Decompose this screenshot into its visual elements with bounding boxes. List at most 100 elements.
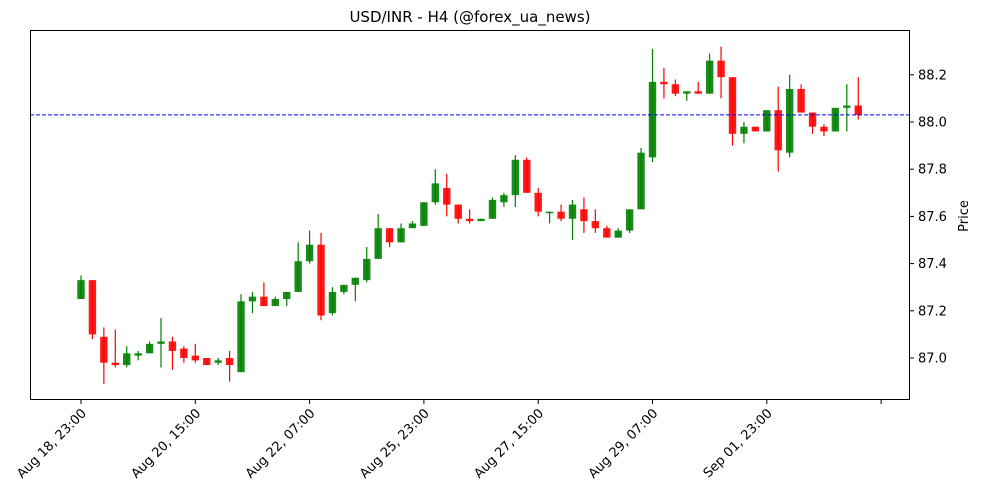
candle-body — [305, 244, 314, 262]
x-tick-label: Aug 22, 07:00 — [243, 406, 319, 482]
candle-body — [545, 211, 554, 214]
candle-bearish — [774, 86, 782, 172]
candle-bullish — [705, 53, 714, 94]
candle-bullish — [785, 74, 794, 158]
candle-body — [145, 343, 154, 354]
candle-bearish — [100, 327, 108, 384]
candle-body — [660, 81, 668, 85]
candle-bearish — [111, 329, 119, 368]
x-tick-label: Aug 25, 23:00 — [357, 406, 433, 482]
y-tick-label: 87.0 — [918, 352, 947, 367]
y-tick-label: 88.0 — [918, 116, 947, 131]
candle-body — [408, 223, 417, 229]
candle-body — [637, 152, 645, 210]
candle-bullish — [683, 91, 691, 101]
candle-body — [625, 209, 634, 231]
candle-bearish — [751, 126, 760, 132]
candles-layer — [77, 46, 862, 384]
y-tick-label: 87.4 — [918, 257, 947, 272]
plot-frame — [30, 30, 910, 400]
candle-bullish — [283, 291, 291, 307]
candle-body — [374, 228, 382, 259]
candle-body — [397, 228, 405, 243]
candle-body — [157, 341, 165, 344]
candle-body — [363, 258, 371, 281]
candle-body — [705, 60, 714, 94]
candle-bullish — [305, 230, 314, 264]
candle-body — [854, 105, 862, 115]
candle-body — [534, 192, 542, 212]
candle-bullish — [157, 317, 165, 368]
candle-body — [523, 159, 531, 193]
candle-bearish — [820, 124, 828, 137]
candle-bullish — [488, 197, 497, 219]
candle-body — [591, 221, 600, 229]
x-tick-label: Sep 01, 23:00 — [701, 406, 776, 481]
candle-bearish — [694, 81, 702, 94]
y-tick-label: 88.2 — [918, 68, 947, 83]
candle-body — [271, 299, 280, 307]
candle-bearish — [225, 350, 234, 382]
candle-bearish — [260, 282, 268, 307]
candle-bearish — [385, 228, 394, 248]
candle-body — [500, 195, 508, 203]
candle-bearish — [671, 79, 680, 97]
chart-title: USD/INR - H4 (@forex_ua_news) — [349, 8, 590, 27]
y-axis-label: Price — [957, 200, 972, 232]
candle-body — [214, 360, 222, 363]
candle-body — [351, 277, 360, 285]
candle-bearish — [591, 209, 600, 233]
x-axis: Aug 18, 23:00 Aug 20, 15:00 Aug 22, 07:00 A… — [14, 400, 882, 482]
candle-bullish — [123, 346, 131, 368]
candle-bearish — [191, 343, 199, 363]
candle-bullish — [374, 214, 382, 259]
candle-body — [180, 348, 188, 358]
candle-bearish — [854, 77, 862, 120]
candle-bullish — [831, 107, 840, 132]
candle-bearish — [203, 358, 211, 366]
candle-bullish — [145, 341, 154, 354]
candle-bearish — [808, 112, 817, 134]
candle-body — [511, 159, 520, 196]
candle-bearish — [534, 188, 542, 217]
candle-bullish — [294, 242, 302, 292]
candle-bullish — [237, 294, 245, 373]
candle-bullish — [511, 155, 520, 207]
candle-body — [820, 126, 828, 132]
candle-bullish — [351, 277, 360, 302]
candle-body — [283, 291, 291, 299]
candle-body — [488, 199, 497, 219]
candle-body — [317, 244, 325, 316]
candle-bullish — [77, 275, 85, 299]
candle-bullish — [568, 199, 577, 240]
candle-bearish — [443, 173, 451, 217]
x-tick-label: Aug 29, 07:00 — [586, 406, 662, 482]
candle-body — [808, 112, 817, 127]
y-tick-label: 87.8 — [918, 163, 947, 178]
candle-body — [260, 296, 268, 307]
candle-bearish — [317, 232, 325, 321]
candle-body — [785, 88, 794, 153]
candle-body — [683, 91, 691, 94]
candle-bullish — [408, 221, 417, 229]
y-axis: 87.0 87.2 87.4 87.6 87.8 88.0 88.2 — [910, 68, 947, 367]
candle-bullish — [363, 247, 371, 283]
candle-bullish — [477, 218, 485, 222]
candle-body — [477, 218, 485, 222]
candle-bullish — [340, 284, 348, 295]
x-tick-label: Aug 20, 15:00 — [129, 406, 205, 482]
candle-body — [557, 211, 565, 219]
candle-bullish — [614, 228, 622, 238]
candle-body — [671, 84, 680, 94]
candle-bullish — [271, 296, 280, 307]
candle-bullish — [214, 358, 222, 366]
candle-bearish — [523, 157, 531, 193]
candle-body — [100, 336, 108, 363]
candle-bearish — [580, 197, 588, 233]
candle-bullish — [431, 169, 440, 205]
candle-bearish — [797, 84, 805, 113]
candle-body — [77, 280, 85, 299]
candle-body — [248, 296, 257, 302]
candle-body — [385, 228, 394, 243]
